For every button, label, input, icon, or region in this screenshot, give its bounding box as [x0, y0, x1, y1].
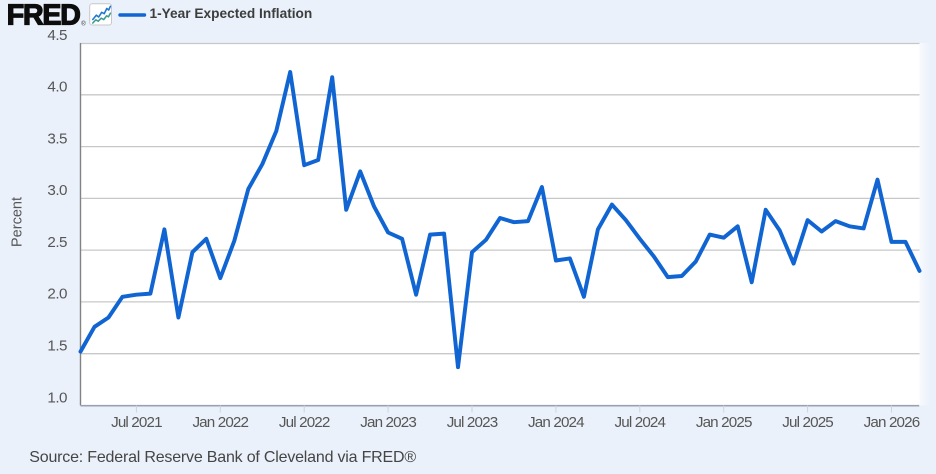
svg-text:1.0: 1.0 [47, 389, 67, 406]
svg-text:Jan 2022: Jan 2022 [192, 414, 248, 431]
svg-text:Jul 2025: Jul 2025 [782, 414, 833, 431]
svg-text:Jan 2025: Jan 2025 [696, 414, 752, 431]
svg-text:3.5: 3.5 [47, 130, 67, 147]
svg-text:4.0: 4.0 [47, 79, 67, 96]
svg-text:FRED: FRED [7, 0, 80, 31]
svg-text:Jan 2023: Jan 2023 [360, 414, 416, 431]
svg-text:Jul 2024: Jul 2024 [614, 414, 665, 431]
svg-text:Jul 2021: Jul 2021 [111, 414, 162, 431]
svg-text:Jan 2026: Jan 2026 [864, 414, 920, 431]
svg-text:®: ® [81, 21, 86, 28]
svg-text:3.0: 3.0 [47, 182, 67, 199]
svg-text:1-Year Expected Inflation: 1-Year Expected Inflation [150, 6, 313, 21]
svg-text:Source: Federal Reserve Bank o: Source: Federal Reserve Bank of Clevelan… [29, 449, 416, 466]
svg-text:1.5: 1.5 [47, 338, 67, 355]
svg-text:4.5: 4.5 [47, 27, 67, 44]
svg-text:Jan 2024: Jan 2024 [528, 414, 584, 431]
svg-text:2.0: 2.0 [47, 286, 67, 303]
svg-text:Jul 2023: Jul 2023 [447, 414, 498, 431]
svg-text:Percent: Percent [10, 197, 26, 247]
svg-text:Jul 2022: Jul 2022 [279, 414, 330, 431]
svg-text:2.5: 2.5 [47, 234, 67, 251]
